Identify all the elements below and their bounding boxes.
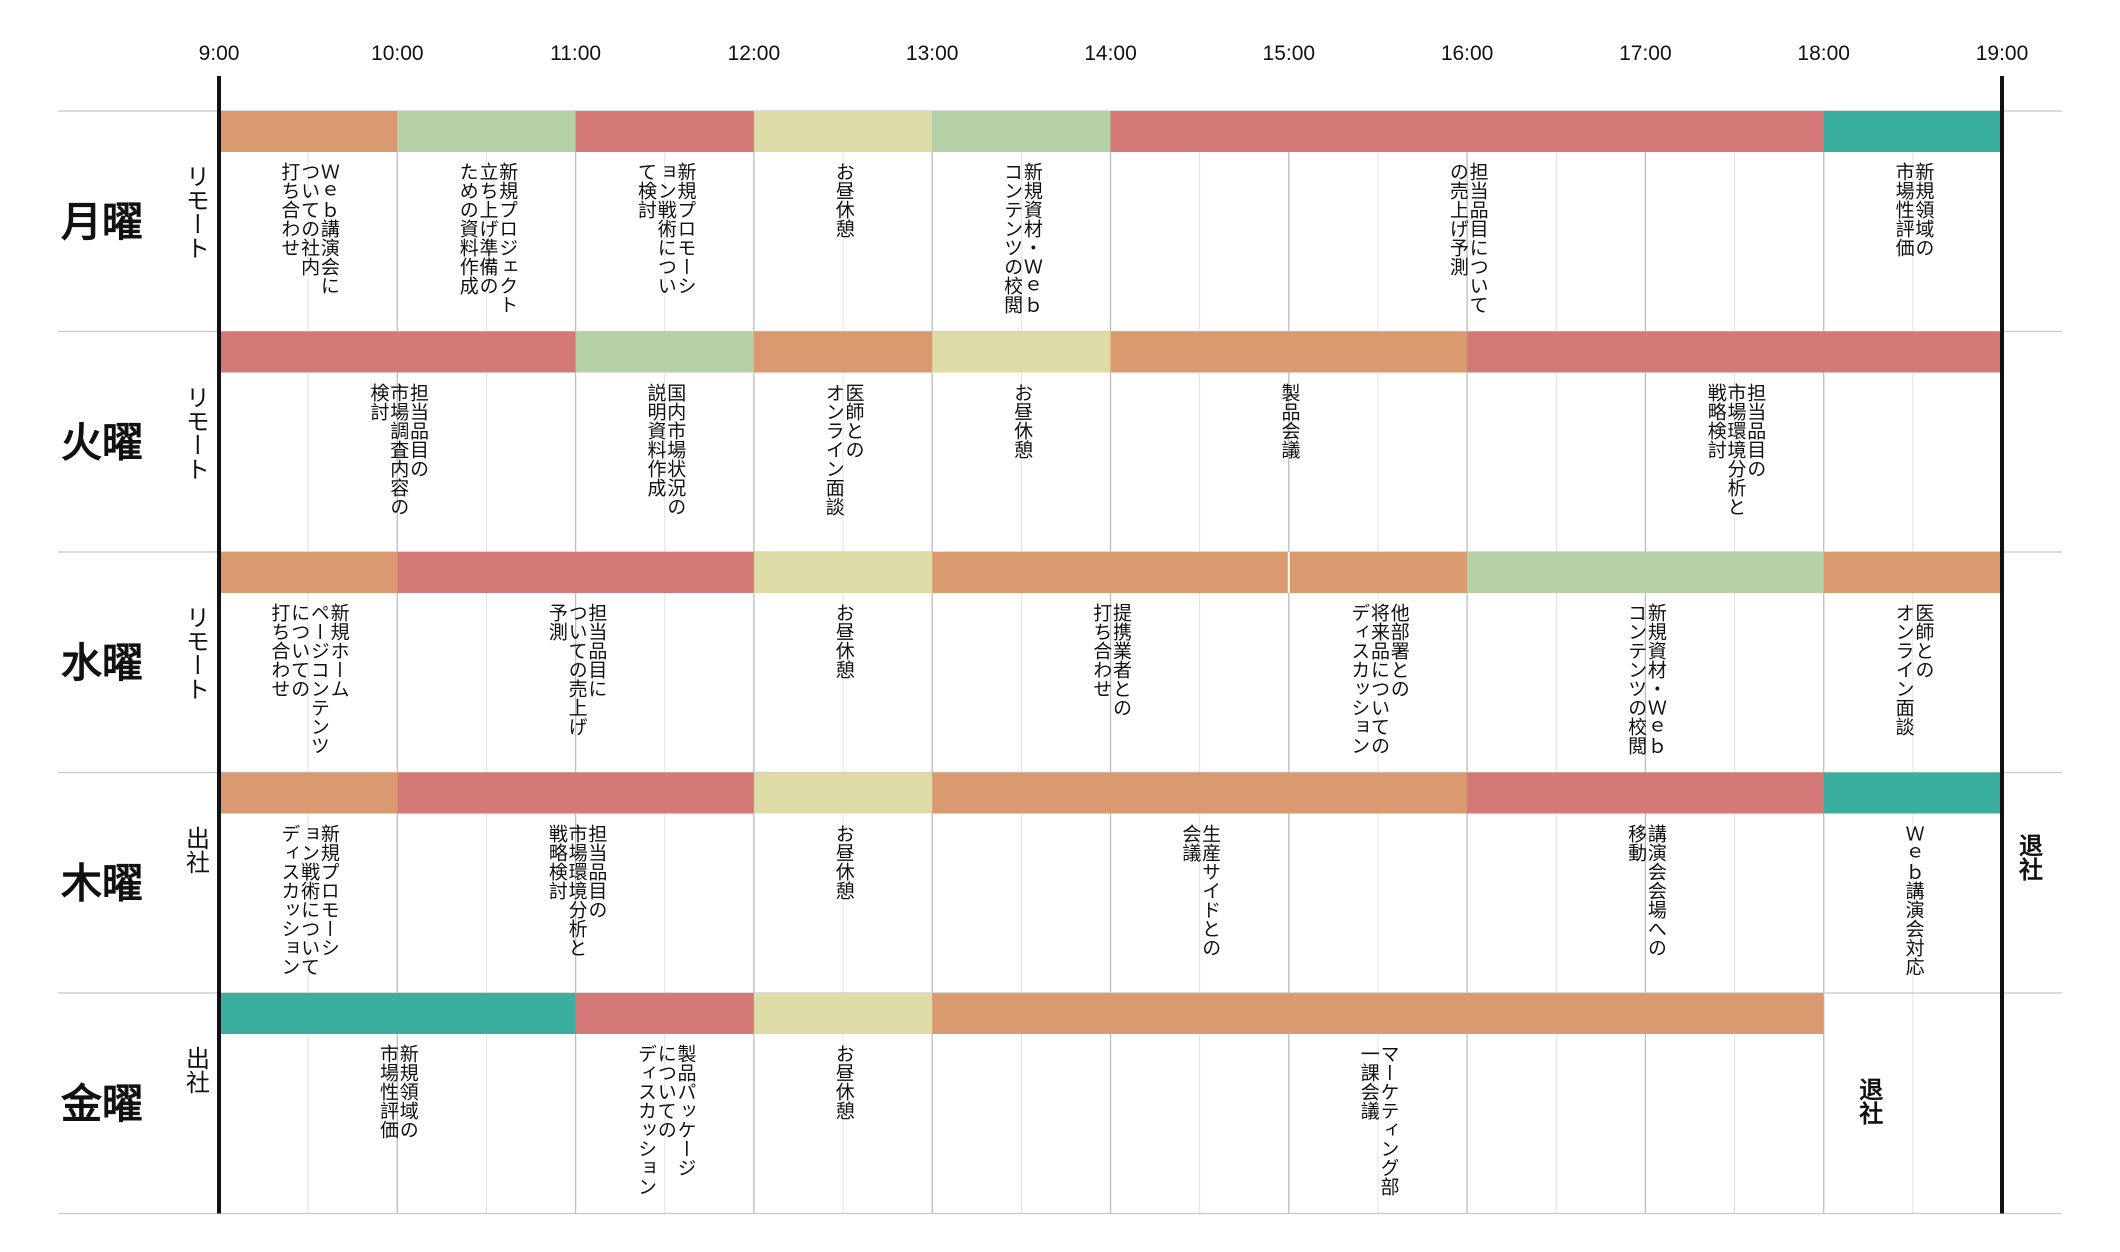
- task-label: 担当品目について の売上げ予測: [1446, 162, 1489, 314]
- hour-label: 12:00: [728, 42, 781, 65]
- task-label: 新規プロモーシ ョン戦術につい て検討: [635, 162, 697, 295]
- leave-office-label: 退社: [1854, 1077, 1883, 1125]
- day-label: 木曜: [61, 860, 143, 908]
- schedule-bar: [1823, 772, 2002, 814]
- task-label: 新規プロジェクト 立ち上げ準備の ための資料作成: [456, 162, 519, 314]
- hour-label: 10:00: [371, 42, 424, 65]
- schedule-bar: [932, 111, 1111, 152]
- day-label: 月曜: [61, 198, 143, 246]
- day-label: 金曜: [60, 1080, 143, 1128]
- task-label: お昼休憩: [832, 162, 855, 238]
- schedule-bar: [1467, 552, 1824, 593]
- task-label: 新規プロモーシ ョン戦術について ディスカッション: [278, 823, 340, 976]
- task-label: 講演会会場への 移動: [1625, 823, 1667, 957]
- work-mode-label: 出社: [181, 1046, 210, 1094]
- schedule-bar: [397, 111, 576, 152]
- hour-label: 14:00: [1084, 42, 1137, 65]
- task-label: 担当品目に ついての売上げ 予測: [545, 603, 608, 736]
- schedule-bar: [397, 552, 754, 593]
- task-label: 生産サイドとの 会議: [1179, 823, 1222, 957]
- task-label: Ｗｅｂ講演会対応: [1902, 823, 1925, 976]
- task-label: 担当品目の 市場調査内容の 検討: [367, 382, 430, 516]
- day-label: 水曜: [61, 639, 143, 687]
- schedule-bar: [219, 331, 576, 373]
- schedule-bar: [575, 993, 754, 1034]
- schedule-bars: [219, 111, 2002, 1034]
- schedule-bar: [1110, 111, 1824, 152]
- schedule-bar: [932, 331, 1111, 373]
- schedule-bar: [1467, 772, 1824, 814]
- schedule-bar: [753, 993, 933, 1034]
- task-label: お昼休憩: [1011, 382, 1034, 459]
- schedule-bar: [1288, 552, 1468, 593]
- leave-office-label: 退社: [2014, 832, 2043, 881]
- schedule-bar: [753, 772, 933, 814]
- schedule-bar: [397, 772, 754, 814]
- task-label: 新規資材・Ｗｅｂ コンテンツの校閲: [1001, 162, 1043, 314]
- task-label: 提携業者との 打ち合わせ: [1090, 603, 1132, 717]
- task-label: 医師との オンライン面談: [822, 382, 865, 516]
- schedule-bar: [575, 331, 754, 373]
- task-label: 新規資材・Ｗｅｂ コンテンツの校閲: [1625, 603, 1667, 755]
- schedule-bar: [932, 993, 1824, 1034]
- task-label: お昼休憩: [832, 603, 855, 679]
- task-label: お昼休憩: [832, 823, 855, 900]
- work-mode-label: 出社: [181, 825, 210, 874]
- hour-label: 16:00: [1441, 42, 1494, 65]
- task-label: Ｗｅｂ講演会に ついての社内 打ち合わせ: [278, 162, 340, 295]
- task-label: 製品会議: [1278, 382, 1301, 459]
- schedule-bar: [219, 993, 576, 1034]
- schedule-bar: [1467, 331, 2002, 373]
- schedule-bar: [932, 552, 1289, 593]
- schedule-bar: [219, 772, 398, 814]
- schedule-bar: [753, 552, 933, 593]
- task-label: 他部署との 将来品についての ディスカッション: [1348, 603, 1410, 755]
- task-label: 国内市場状況の 説明資料作成: [644, 382, 687, 516]
- work-mode-label: リモート: [181, 605, 210, 701]
- schedule-bar: [932, 772, 1468, 814]
- hour-label: 17:00: [1619, 42, 1672, 65]
- schedule-bar: [219, 111, 398, 152]
- work-mode-label: リモート: [181, 164, 210, 260]
- schedule-bar: [753, 331, 933, 373]
- schedule-bar: [753, 111, 933, 152]
- day-label: 火曜: [61, 419, 143, 467]
- hour-label: 9:00: [199, 42, 240, 65]
- hour-label: 19:00: [1976, 42, 2029, 65]
- schedule-bar: [1823, 111, 2002, 152]
- task-label: マーケティング部 一課会議: [1357, 1044, 1400, 1196]
- schedule-bar: [1823, 552, 2002, 593]
- schedule-bar: [1110, 331, 1468, 373]
- task-label: お昼休憩: [832, 1044, 855, 1120]
- task-label: 製品パッケージ についての ディスカッション: [635, 1044, 697, 1196]
- task-label: 医師との オンライン面談: [1892, 603, 1935, 736]
- hour-label: 15:00: [1263, 42, 1316, 65]
- hour-label: 18:00: [1797, 42, 1850, 65]
- grid-lines: [58, 110, 2062, 1215]
- task-label: 新規領域の 市場性評価: [377, 1044, 419, 1139]
- hour-label: 13:00: [906, 42, 959, 65]
- schedule-bar: [575, 111, 754, 152]
- task-label: 担当品目の 市場環境分析と 戦略検討: [1704, 382, 1767, 516]
- schedule-bar: [219, 552, 398, 593]
- work-mode-label: リモート: [181, 384, 210, 481]
- task-label: 新規ホーム ページコンテンツ についての 打ち合わせ: [268, 603, 350, 755]
- task-label: 新規領域の 市場性評価: [1892, 162, 1935, 257]
- task-label: 担当品目の 市場環境分析と 戦略検討: [545, 823, 608, 957]
- time-axis: 9:00 10:00 11:00 12:00 13:00 14:00 15:00 16:00 1…: [199, 42, 2029, 1214]
- hour-label: 11:00: [550, 42, 601, 65]
